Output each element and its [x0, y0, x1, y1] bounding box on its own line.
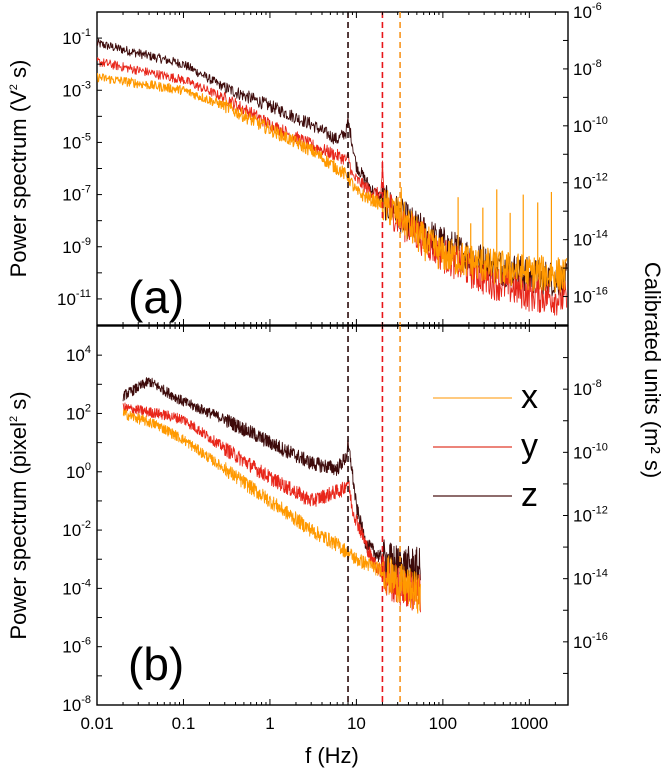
x-tick-label: 1 [265, 714, 274, 733]
series-line-y [122, 402, 421, 613]
y-tick-label: 10-3 [62, 79, 91, 100]
legend: xyz [433, 378, 538, 514]
y-tick-label: 10-8 [62, 694, 91, 715]
y-tick-label: 10-5 [62, 131, 91, 152]
y-right-tick-label: 10-8 [573, 58, 602, 79]
y-axis-title: Power spectrum (pixel2 s) [6, 391, 31, 639]
y-tick-label: 10-11 [57, 288, 91, 309]
axes-labels: 0.01 0.1 1 10 100 1000 f (Hz) Calibrated units … [80, 262, 664, 768]
series-line-x [122, 409, 421, 614]
x-tick-label: 0.01 [80, 714, 113, 733]
panel-label: (b) [128, 638, 184, 690]
x-tick-label: 100 [429, 714, 457, 733]
series-line-z [122, 377, 421, 587]
series-group [97, 38, 568, 316]
y-tick-label: 104 [66, 344, 91, 365]
legend-label-y: y [521, 427, 538, 465]
x-tick-label: 0.1 [172, 714, 196, 733]
y-axis-title: Power spectrum (V2 s) [6, 60, 31, 278]
y-right-tick-label: 10-14 [573, 229, 608, 250]
y-tick-label: 10-7 [62, 184, 91, 205]
y-right-tick-label: 10-12 [573, 172, 608, 193]
panel-b-plot: 10-8 10-6 10-4 10-2 100 102 104 10-16 10-14 10-12… [6, 325, 608, 715]
legend-label-x: x [521, 378, 538, 416]
y-right-tick-label: 10-6 [573, 1, 602, 22]
panel-label: (a) [128, 271, 184, 323]
y-tick-label: 10-6 [62, 636, 91, 657]
right-axis-title: Calibrated units (m² s) [640, 262, 664, 478]
y-tick-label: 100 [66, 461, 91, 482]
y-tick-label: 10-4 [62, 577, 91, 598]
y-tick-label: 10-9 [62, 236, 91, 257]
y-right-tick-label: 10-16 [573, 631, 608, 652]
y-tick-label: 102 [66, 402, 91, 423]
y-right-tick-label: 10-12 [573, 505, 608, 526]
y-right-tick-label: 10-16 [573, 286, 608, 307]
legend-label-z: z [521, 476, 538, 514]
series-line-x [97, 72, 568, 293]
x-axis-title: f (Hz) [305, 743, 359, 768]
y-tick-label: 10-1 [62, 27, 91, 48]
series-group [122, 377, 421, 614]
panel-a-plot: 10-11 10-9 10-7 10-5 10-3 10-1 10-16 10-14 10-12… [6, 1, 608, 326]
y-right-tick-label: 10-8 [573, 378, 602, 399]
y-right-tick-label: 10-14 [573, 568, 608, 589]
y-tick-label: 10-2 [62, 519, 91, 540]
x-tick-label: 10 [347, 714, 366, 733]
y-right-tick-label: 10-10 [573, 115, 608, 136]
y-right-tick-label: 10-10 [573, 441, 608, 462]
x-tick-label: 1000 [510, 714, 548, 733]
